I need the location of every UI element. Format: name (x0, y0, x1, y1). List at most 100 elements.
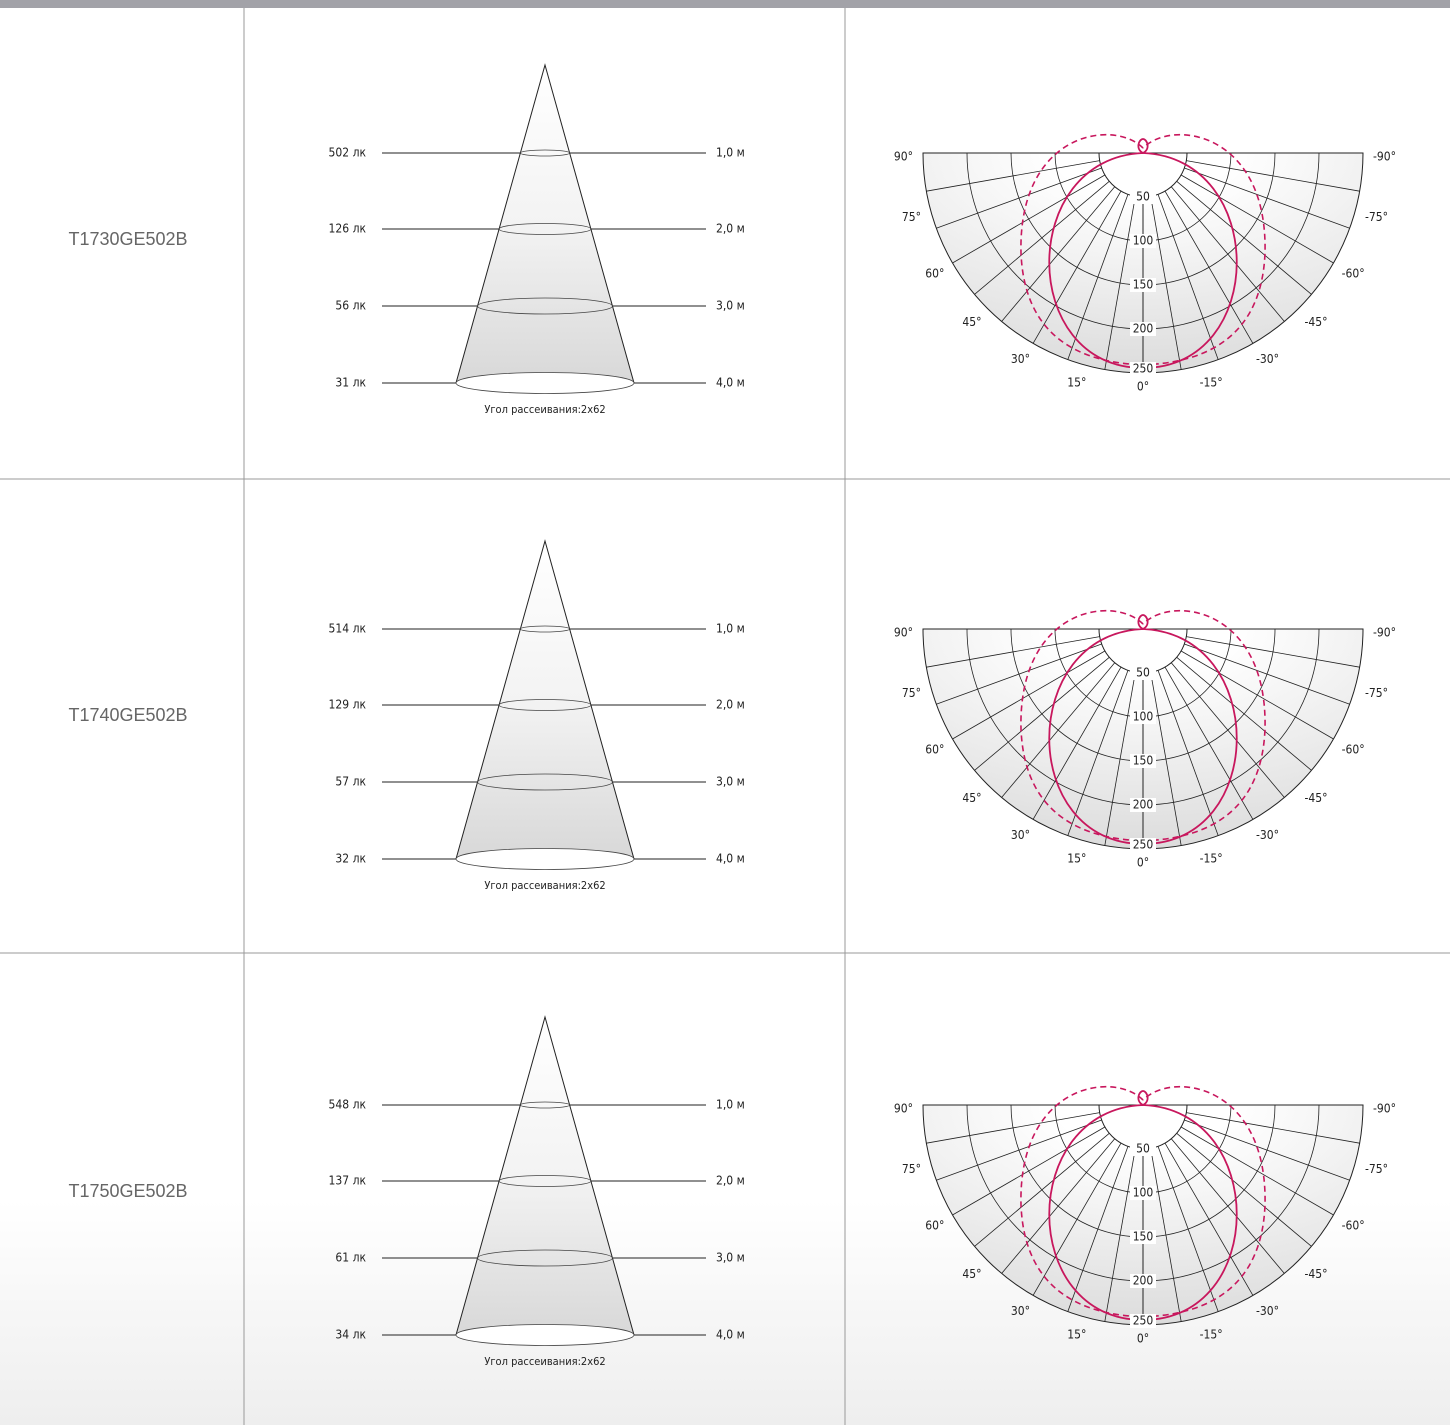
polar-spoke (1180, 1126, 1334, 1216)
cone-ring (455, 848, 635, 870)
polar-spoke (1001, 662, 1116, 798)
polar-spoke (1157, 1146, 1219, 1312)
label-backing (1130, 1186, 1156, 1200)
angle-label: 75° (902, 210, 921, 224)
angle-label: -90° (1373, 626, 1396, 640)
polar-spoke (1176, 656, 1312, 771)
angle-label: 60° (925, 743, 944, 757)
angle-label: -75° (1365, 1162, 1388, 1176)
polar-spoke (1186, 636, 1360, 668)
polar-spoke (1180, 174, 1334, 264)
angle-label: 75° (902, 686, 921, 700)
angle-label: 90° (894, 626, 913, 640)
polar-spoke (1067, 1146, 1129, 1312)
label-backing (1130, 278, 1156, 292)
polar-spoke (952, 174, 1106, 264)
model-name: T1730GE502B (68, 229, 187, 249)
polar-spoke (1170, 186, 1285, 322)
angle-label: -15° (1200, 376, 1223, 390)
angle-label: -90° (1373, 1102, 1396, 1116)
polar-spoke (926, 1112, 1100, 1144)
angle-label: -60° (1342, 743, 1365, 757)
distance-label: 3,0 м (716, 775, 745, 789)
distance-label: 4,0 м (716, 852, 745, 866)
polar-spoke (1170, 662, 1285, 798)
polar-spoke (1150, 196, 1182, 370)
label-backing (1130, 1274, 1156, 1288)
lux-label: 57 лк (335, 775, 366, 789)
angle-label: 75° (902, 1162, 921, 1176)
lux-label: 548 лк (329, 1098, 367, 1112)
cone-ring (455, 1324, 635, 1346)
polar-spoke (952, 1126, 1106, 1216)
label-backing (1130, 234, 1156, 248)
label-backing (1130, 710, 1156, 724)
lux-label: 514 лк (329, 622, 367, 636)
polar-spoke (936, 643, 1102, 705)
angle-label: -60° (1342, 267, 1365, 281)
polar-spoke (1104, 196, 1136, 370)
distance-label: 2,0 м (716, 222, 745, 236)
polar-spoke (936, 1119, 1102, 1181)
spread-angle: Угол рассеивания:2x62 (484, 879, 605, 892)
row: T1730GE502B 502 лк 1,0 м 126 лк 2,0 м 56 лк 3,… (68, 63, 1396, 416)
cone-ring (455, 372, 635, 394)
angle-label: 60° (925, 267, 944, 281)
model-name: T1750GE502B (68, 1181, 187, 1201)
angle-label: 15° (1067, 852, 1086, 866)
label-backing (1130, 666, 1156, 680)
cone (455, 539, 635, 860)
polar-spoke (1032, 1142, 1122, 1296)
polar-spoke (1170, 1138, 1285, 1274)
model-name: T1740GE502B (68, 705, 187, 725)
label-backing (1130, 1142, 1156, 1156)
polar-spoke (1164, 190, 1254, 344)
cone (455, 63, 635, 384)
distance-label: 1,0 м (716, 146, 745, 160)
polar-spoke (1157, 670, 1219, 836)
polar-spoke (1184, 1119, 1350, 1181)
polar-spoke (1001, 186, 1116, 322)
polar-spoke (1180, 650, 1334, 740)
radius-label: 100 (1133, 710, 1154, 724)
label-backing (1130, 1230, 1156, 1244)
radius-label: 50 (1136, 190, 1150, 204)
cone (455, 1015, 635, 1336)
angle-label: 15° (1067, 1328, 1086, 1342)
angle-label: -30° (1256, 1304, 1279, 1318)
lux-label: 34 лк (335, 1328, 366, 1342)
distance-label: 1,0 м (716, 622, 745, 636)
angle-label: -90° (1373, 150, 1396, 164)
spread-angle: Угол рассеивания:2x62 (484, 1355, 605, 1368)
distance-label: 1,0 м (716, 1098, 745, 1112)
row: T1750GE502B 548 лк 1,0 м 137 лк 2,0 м 61 лк 3,… (68, 1015, 1396, 1368)
distance-label: 3,0 м (716, 1251, 745, 1265)
polar-spoke (1032, 666, 1122, 820)
lux-label: 32 лк (335, 852, 366, 866)
distance-label: 4,0 м (716, 1328, 745, 1342)
angle-label: -60° (1342, 1219, 1365, 1233)
lux-label: 137 лк (329, 1174, 367, 1188)
angle-label: 90° (894, 150, 913, 164)
angle-label: -30° (1256, 352, 1279, 366)
angle-label: 0° (1137, 1332, 1149, 1346)
angle-label: 15° (1067, 376, 1086, 390)
polar-spoke (974, 656, 1110, 771)
radius-label: 150 (1133, 278, 1154, 292)
angle-label: -15° (1200, 852, 1223, 866)
radius-label: 200 (1133, 798, 1154, 812)
polar-spoke (1184, 167, 1350, 229)
angle-label: 45° (962, 1267, 981, 1281)
lux-label: 129 лк (329, 698, 367, 712)
label-backing (1130, 838, 1156, 852)
angle-label: 30° (1011, 352, 1030, 366)
distance-label: 2,0 м (716, 1174, 745, 1188)
polar-spoke (952, 650, 1106, 740)
radius-label: 50 (1136, 1142, 1150, 1156)
lux-label: 126 лк (329, 222, 367, 236)
angle-label: 30° (1011, 1304, 1030, 1318)
distance-label: 3,0 м (716, 299, 745, 313)
angle-label: -75° (1365, 686, 1388, 700)
polar-spoke (1186, 1112, 1360, 1144)
angle-label: -15° (1200, 1328, 1223, 1342)
